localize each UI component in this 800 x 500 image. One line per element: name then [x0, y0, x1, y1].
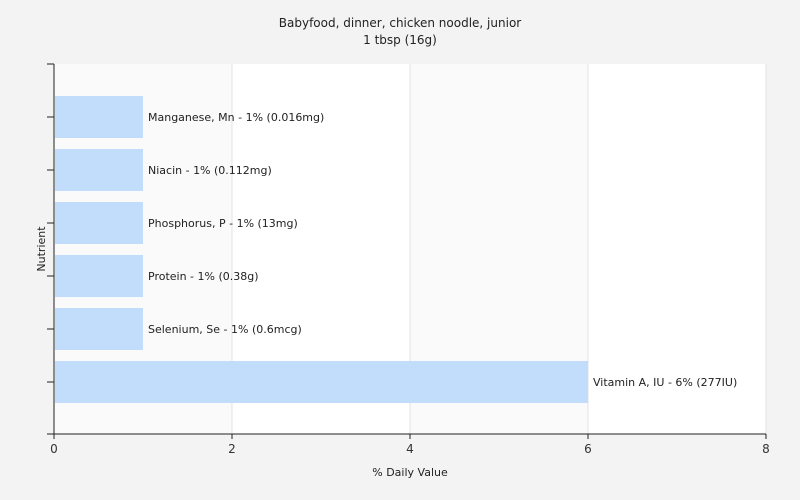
chart-subtitle: 1 tbsp (16g)	[363, 33, 437, 47]
x-tick-label: 0	[50, 442, 58, 456]
x-tick-label: 2	[228, 442, 236, 456]
x-tick-label: 4	[406, 442, 414, 456]
plot-area: Manganese, Mn - 1% (0.016mg) Niacin - 1% …	[47, 63, 770, 456]
bar-label: Protein - 1% (0.38g)	[148, 270, 259, 283]
bar-label: Selenium, Se - 1% (0.6mcg)	[148, 323, 302, 336]
bar	[55, 361, 588, 403]
x-tick-label: 8	[762, 442, 770, 456]
bar	[55, 255, 143, 297]
y-axis-title: Nutrient	[35, 226, 48, 272]
chart-title: Babyfood, dinner, chicken noodle, junior	[279, 16, 521, 30]
bar	[55, 96, 143, 138]
bar-label: Vitamin A, IU - 6% (277IU)	[593, 376, 737, 389]
plot-band	[588, 64, 766, 434]
bar	[55, 308, 143, 350]
x-tick-label: 6	[584, 442, 592, 456]
bar-label: Niacin - 1% (0.112mg)	[148, 164, 272, 177]
bar-label: Phosphorus, P - 1% (13mg)	[148, 217, 298, 230]
x-axis-title: % Daily Value	[372, 466, 448, 479]
bar-label: Manganese, Mn - 1% (0.016mg)	[148, 111, 324, 124]
bar	[55, 149, 143, 191]
bar	[55, 202, 143, 244]
